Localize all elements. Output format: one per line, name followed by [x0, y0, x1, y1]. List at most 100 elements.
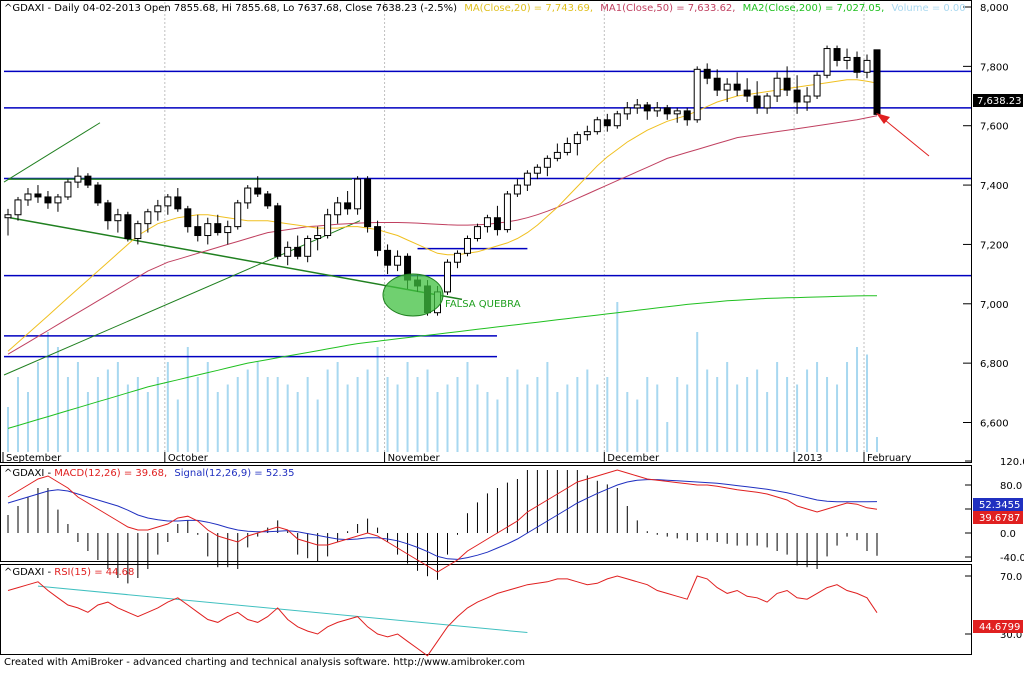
volume-bar [486, 392, 489, 452]
volume-bar [626, 392, 629, 452]
macd-axis-label: -40.0 [1000, 553, 1024, 564]
month-label: 2013 [797, 453, 822, 464]
volume-bar [406, 362, 409, 452]
volume-bar [716, 377, 719, 452]
macd-panel-frame [0, 465, 972, 562]
volume-bar [706, 369, 709, 452]
signal-legend: Signal(12,26,9) = 52.35 [174, 468, 294, 479]
volume-bar [166, 362, 169, 452]
candle-body [374, 226, 382, 251]
volume-bar [156, 377, 159, 452]
svg-text:^GDAXI - Daily 04-02-2013 Open: ^GDAXI - Daily 04-02-2013 Open 7855.68, … [4, 3, 966, 14]
candle-body [34, 193, 42, 198]
candle-body [234, 202, 242, 228]
candle-body [703, 68, 711, 79]
candle-body [553, 151, 561, 159]
macd-legend: MACD(12,26) = 39.68, [54, 468, 167, 479]
volume-bar [736, 384, 739, 452]
signal-line [7, 479, 878, 560]
candle-body [164, 196, 172, 207]
candle-body [623, 107, 631, 115]
volume-bar [536, 377, 539, 452]
rsi-trendline [37, 585, 528, 634]
volume-bar [426, 369, 429, 452]
volume-bar [846, 362, 849, 452]
candle-body [214, 223, 222, 234]
price-axis-label: 7,800 [980, 62, 1009, 73]
ma50-line [7, 115, 878, 355]
volume-bar [866, 354, 869, 452]
candle-body [104, 202, 112, 222]
volume-bar [66, 377, 69, 452]
candle-body [503, 193, 511, 231]
candle-body [813, 74, 821, 97]
ma200-line [7, 295, 877, 429]
month-label: December [607, 453, 660, 464]
candle-body [773, 77, 781, 97]
candle-body [154, 205, 162, 213]
volume-bar [606, 377, 609, 452]
candle-body [364, 178, 372, 228]
volume-bar [696, 332, 699, 452]
candle-body [324, 214, 332, 237]
volume-bar [646, 377, 649, 452]
candle-body [573, 134, 581, 145]
last-price-badge [973, 94, 1023, 107]
candle-body [473, 226, 481, 239]
candle-body [394, 255, 402, 266]
month-label: September [6, 453, 62, 464]
volume-bar [266, 377, 269, 452]
volume-bar [226, 384, 229, 452]
red-arrow-head [876, 113, 890, 124]
volume-bar [516, 369, 519, 452]
macd-value-label: 39.6787 [979, 513, 1020, 524]
volume-bar [386, 377, 389, 452]
candle-body [673, 110, 681, 115]
volume-bar [326, 369, 329, 452]
volume-bar [546, 362, 549, 452]
candle-body [194, 226, 202, 237]
candle-body [294, 246, 302, 257]
candle-body [54, 196, 62, 204]
candle-body [603, 119, 611, 127]
candle-body [304, 237, 312, 257]
signal-value-label: 52.3455 [979, 500, 1020, 511]
rsi-line [7, 575, 878, 657]
volume-bar [506, 377, 509, 452]
volume-bar [236, 377, 239, 452]
candle-body [653, 107, 661, 112]
volume-bar [376, 347, 379, 452]
volume-bar [356, 377, 359, 452]
candle-body [224, 226, 232, 234]
volume-bar [56, 347, 59, 452]
volume-bar [36, 362, 39, 452]
price-axis-label: 6,600 [980, 419, 1009, 430]
volume-bar [816, 362, 819, 452]
candle-body [733, 83, 741, 91]
candle-body [493, 217, 501, 231]
candle-body [64, 181, 72, 198]
month-label: October [168, 453, 209, 464]
candle-body [853, 56, 861, 73]
candle-body [683, 110, 691, 121]
macd-value-badge [973, 511, 1023, 524]
candle-body [463, 237, 471, 254]
volume-bar [196, 377, 199, 452]
candle-body [633, 104, 641, 109]
last-price-label: 7,638.23 [977, 96, 1022, 107]
ascending-trendline [3, 220, 361, 376]
volume-bar [476, 384, 479, 452]
candle-body [533, 166, 541, 174]
candle-body [94, 184, 102, 204]
volume-bar [436, 392, 439, 452]
candle-body [24, 193, 32, 201]
candle-body [823, 48, 831, 76]
volume-bar [46, 332, 49, 452]
false-breakout-highlight [382, 273, 444, 317]
candle-body [44, 196, 52, 204]
volume-bar [686, 384, 689, 452]
macd-header-prefix: ^GDAXI - [4, 468, 54, 479]
candle-body [284, 246, 292, 257]
signal-value-badge [973, 498, 1023, 511]
